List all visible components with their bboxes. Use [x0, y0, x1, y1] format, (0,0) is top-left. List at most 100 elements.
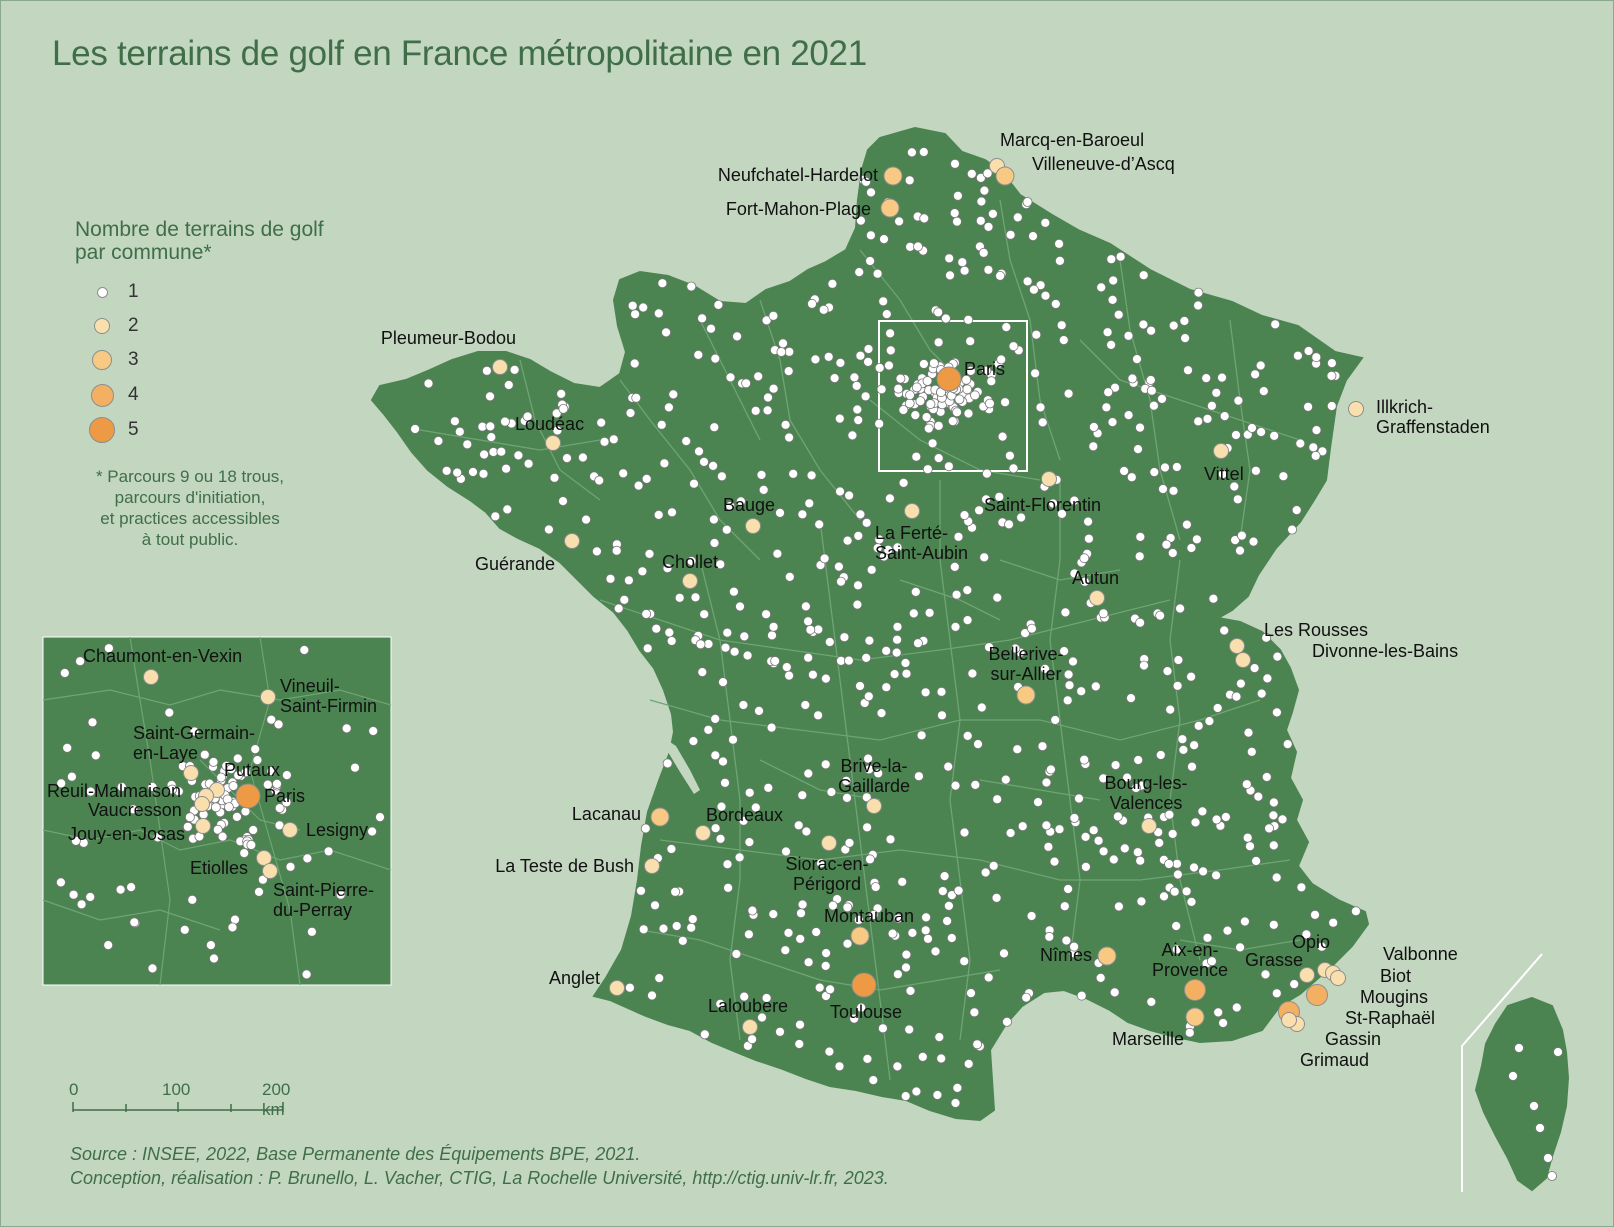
golf-dot: [710, 714, 721, 724]
golf-dot: [686, 922, 697, 933]
golf-dot: [654, 973, 665, 983]
inset-golf-dot: [248, 825, 259, 835]
golf-dot: [1236, 678, 1246, 689]
golf-dot: [979, 552, 990, 563]
golf-dot: [814, 982, 825, 993]
golf-dot: [1123, 410, 1134, 421]
golf-dot: [853, 415, 864, 426]
golf-dot: [803, 957, 814, 968]
place-les-rousses-symbol: [1229, 638, 1245, 654]
place-bordeaux-label: Bordeaux: [706, 805, 783, 825]
golf-dot: [768, 621, 779, 632]
golf-dot: [992, 592, 1003, 603]
place-illkrich-graffenstaden-symbol: [1348, 401, 1364, 417]
golf-dot: [1207, 400, 1217, 411]
legend-symbol-1: [96, 286, 108, 298]
golf-dot: [1133, 444, 1143, 455]
golf-dot: [937, 710, 947, 721]
golf-dot: [892, 1061, 903, 1072]
inset-golf-dot: [239, 848, 250, 858]
golf-dot: [984, 642, 994, 653]
golf-dot: [703, 724, 714, 735]
place-laloubere-label: Laloubere: [708, 996, 788, 1016]
place-laloubere-symbol: [742, 1019, 758, 1035]
golf-dot: [947, 890, 957, 900]
golf-dot: [736, 496, 746, 507]
golf-dot: [739, 631, 750, 642]
paris-zoom-rect: [878, 320, 1028, 472]
golf-dot: [879, 234, 889, 245]
legend-title-line1: Nombre de terrains de golf: [75, 218, 324, 241]
golf-dot: [1232, 494, 1243, 505]
golf-dot: [738, 815, 749, 826]
inset-golf-dot: [164, 707, 175, 718]
golf-dot: [1041, 820, 1052, 831]
golf-dot: [1222, 925, 1233, 936]
golf-dot: [1069, 495, 1080, 506]
golf-dot: [1204, 716, 1215, 726]
inset-golf-dot: [257, 874, 268, 885]
golf-dot: [581, 514, 591, 525]
place-bellerive-sur-allier-symbol: [1016, 685, 1036, 705]
golf-dot: [1231, 691, 1242, 702]
golf-dot: [939, 871, 950, 881]
golf-dot: [967, 668, 978, 679]
golf-dot: [814, 519, 825, 530]
golf-dot: [671, 921, 682, 931]
golf-dot: [699, 1029, 710, 1040]
golf-dot: [662, 563, 673, 574]
golf-dot: [1061, 935, 1072, 946]
place-bourg-les-valences-symbol: [1141, 818, 1157, 834]
golf-dot: [853, 531, 864, 541]
golf-dot: [949, 562, 960, 572]
place-chollet-symbol: [682, 573, 698, 589]
place-divonne-les-bains-symbol: [1235, 652, 1251, 668]
inset-golf-dot: [90, 750, 101, 761]
golf-dot: [1233, 395, 1244, 406]
golf-dot: [1326, 401, 1337, 411]
legend-label-4: 4: [128, 384, 139, 405]
golf-dot: [768, 383, 779, 394]
golf-dot: [876, 384, 887, 395]
golf-dot: [1132, 847, 1143, 858]
golf-dot: [983, 264, 994, 275]
golf-dot: [503, 380, 514, 390]
golf-dot: [970, 780, 981, 790]
golf-dot: [763, 782, 774, 793]
golf-dot: [650, 900, 660, 911]
golf-dot: [725, 372, 736, 383]
inset-place-lesigny-label: Lesigny: [306, 820, 368, 840]
golf-dot: [1169, 886, 1180, 897]
golf-dot: [716, 801, 727, 812]
golf-dot: [976, 196, 987, 207]
golf-dot: [1269, 797, 1279, 808]
golf-dot: [966, 168, 977, 179]
golf-dot: [813, 710, 823, 721]
inset-golf-dot: [76, 899, 87, 910]
place-aix-en-provence-label: Aix-en-Provence: [1152, 940, 1228, 980]
golf-dot: [1202, 932, 1213, 943]
golf-dot: [1172, 462, 1182, 472]
golf-dot: [1122, 772, 1132, 783]
inset-golf-dot: [341, 723, 352, 734]
golf-dot: [819, 553, 830, 564]
golf-dot: [1237, 530, 1247, 541]
golf-dot: [1162, 666, 1173, 676]
inset-place-chaumont-en-vexin-label: Chaumont-en-Vexin: [83, 646, 242, 666]
golf-dot: [485, 421, 496, 432]
golf-dot: [1180, 333, 1190, 344]
golf-dot: [558, 403, 569, 414]
golf-dot: [778, 338, 788, 349]
golf-dot: [1049, 856, 1060, 867]
golf-dot: [1219, 625, 1230, 636]
golf-dot: [1161, 539, 1172, 550]
golf-dot: [1514, 1043, 1524, 1053]
golf-dot: [1193, 300, 1203, 311]
place-guerande-label: Guérande: [475, 554, 555, 574]
golf-dot: [715, 559, 726, 570]
golf-dot: [825, 984, 835, 995]
golf-dot: [820, 961, 831, 971]
golf-dot: [1193, 720, 1204, 731]
golf-dot: [715, 999, 726, 1009]
golf-dot: [1155, 750, 1166, 760]
